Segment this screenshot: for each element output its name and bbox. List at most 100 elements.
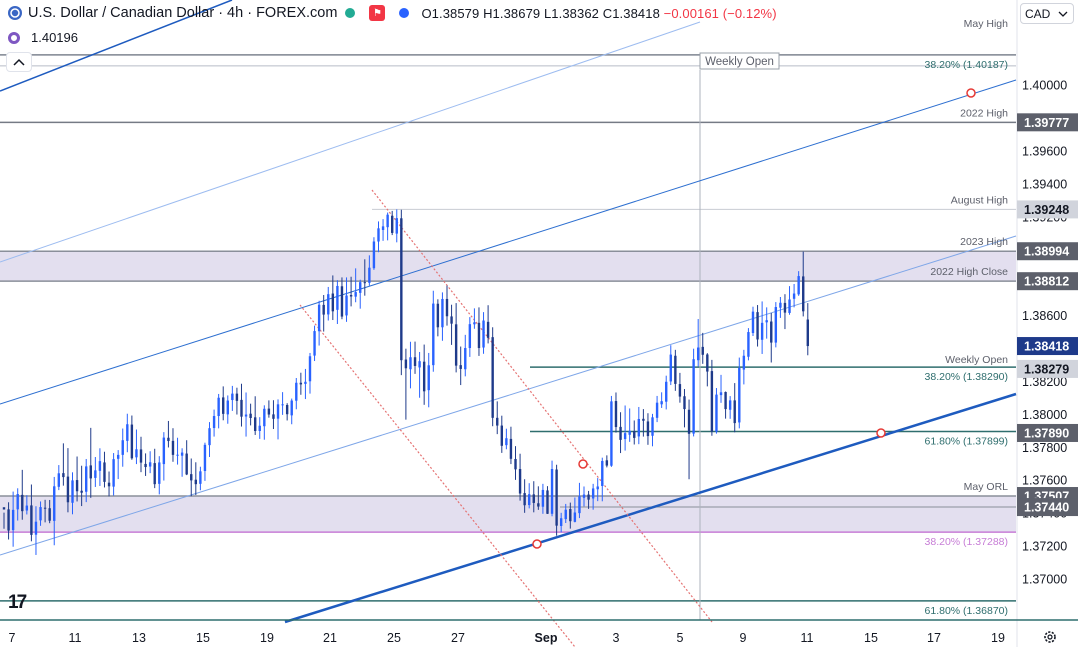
candle: [377, 221, 380, 253]
candle-body: [327, 294, 330, 315]
candle: [253, 396, 257, 435]
indicator-legend[interactable]: 1.40196: [8, 30, 78, 45]
price-axis[interactable]: 1.400001.396001.394001.392001.386001.382…: [1016, 0, 1078, 647]
candle: [665, 375, 668, 410]
collapse-legend-button[interactable]: [6, 52, 32, 72]
chart-header: U.S. Dollar / Canadian Dollar · 4h · FOR…: [0, 0, 777, 26]
candle: [806, 303, 809, 356]
candle: [263, 405, 266, 440]
time-tick: 17: [927, 631, 941, 645]
candle-body: [651, 417, 654, 436]
candle-body: [331, 293, 335, 312]
candle: [719, 374, 723, 403]
candle: [628, 408, 631, 442]
candle-body: [413, 357, 417, 366]
candle-body: [359, 282, 362, 293]
candle-body: [770, 321, 773, 343]
candle-body: [550, 469, 554, 514]
candle: [176, 437, 179, 465]
candle-body: [802, 276, 805, 312]
candle: [116, 450, 120, 480]
price-label: 1.38994: [1017, 242, 1078, 261]
candle: [235, 387, 239, 415]
candle-body: [304, 381, 307, 384]
candle-body: [139, 449, 143, 463]
candle-body: [454, 324, 458, 366]
candle-body: [98, 461, 102, 471]
candle: [345, 277, 348, 322]
price-tick: 1.38000: [1022, 408, 1067, 422]
candle-body: [240, 399, 243, 417]
channel-mid-lower: [0, 235, 1017, 556]
candle: [85, 458, 88, 503]
candle: [126, 413, 129, 453]
candle: [281, 392, 284, 415]
candle: [148, 451, 152, 474]
time-tick: 13: [132, 631, 146, 645]
candle-body: [71, 480, 74, 503]
price-label-bg: [1017, 498, 1078, 517]
candle-body: [496, 417, 499, 426]
candle: [98, 448, 102, 486]
price-label-text: 1.38418: [1024, 340, 1069, 354]
candle-body: [696, 347, 700, 361]
candle: [349, 276, 353, 307]
currency-selector[interactable]: CAD: [1020, 3, 1074, 24]
candle: [559, 512, 563, 533]
candle-body: [212, 416, 216, 429]
candle: [514, 446, 517, 480]
level-label: 2022 High Close: [930, 266, 1008, 278]
candle: [185, 440, 188, 476]
candle-body: [491, 337, 494, 418]
candle: [386, 212, 389, 241]
channel-upper-inner: [0, 21, 701, 263]
candle: [715, 388, 718, 434]
candle: [760, 301, 764, 354]
candle-body: [244, 414, 248, 417]
time-tick: 15: [196, 631, 210, 645]
candle-body: [710, 371, 714, 432]
candle-body: [733, 400, 736, 424]
candle-body: [43, 507, 47, 509]
candle: [783, 294, 787, 330]
candle-body: [751, 311, 755, 334]
candle-body: [756, 312, 759, 340]
candle: [802, 251, 805, 317]
price-label: 1.38418: [1017, 337, 1078, 356]
time-tick: 19: [991, 631, 1005, 645]
candle-body: [665, 381, 668, 402]
time-tick: 27: [451, 631, 465, 645]
price-label-text: 1.37440: [1024, 501, 1069, 515]
flag-icon[interactable]: ⚑: [369, 5, 386, 21]
candle: [336, 280, 339, 324]
candle: [555, 464, 558, 536]
candle-body: [555, 469, 558, 526]
candle-body: [706, 354, 709, 372]
candle-body: [249, 413, 252, 418]
candle: [788, 286, 791, 315]
candle: [404, 348, 408, 420]
candle: [144, 453, 147, 476]
gear-icon[interactable]: [1043, 630, 1057, 644]
tradingview-logo[interactable]: 17: [8, 592, 27, 614]
price-label: 1.38812: [1017, 272, 1078, 291]
candle: [359, 279, 362, 309]
chart-title[interactable]: U.S. Dollar / Canadian Dollar · 4h · FOR…: [28, 5, 338, 21]
price-label-text: 1.38994: [1024, 245, 1069, 259]
price-tick: 1.40000: [1022, 79, 1067, 93]
trendline-support: [284, 392, 1017, 624]
level-label: May High: [964, 18, 1009, 30]
time-tick: 3: [613, 631, 620, 645]
candle-body: [112, 459, 115, 487]
candle-body: [386, 214, 389, 228]
candle: [212, 409, 216, 437]
candle-body: [130, 424, 134, 459]
candle-body: [7, 509, 10, 531]
time-axis[interactable]: 7 11 13 15 19 21 25 27 Sep 3 5 9 11 15 17 19: [0, 619, 1078, 645]
candle: [605, 455, 609, 468]
price-tick: 1.39400: [1022, 177, 1067, 191]
candle-body: [587, 494, 590, 500]
zone-may-orl: [0, 496, 1016, 533]
